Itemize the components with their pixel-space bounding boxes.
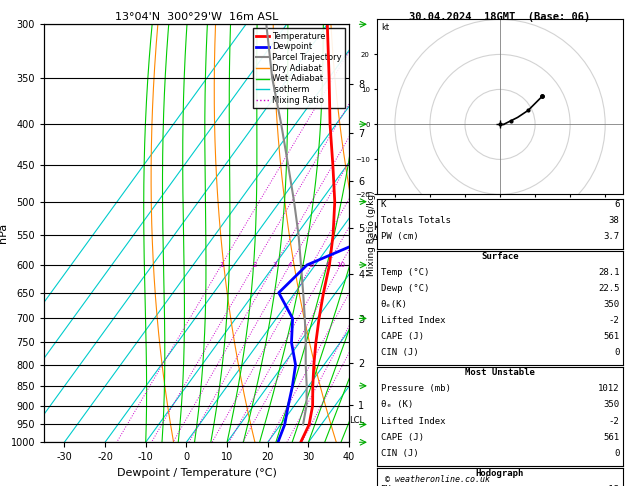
Text: Lifted Index: Lifted Index <box>381 316 445 326</box>
Text: Temp (°C): Temp (°C) <box>381 268 429 278</box>
Text: Pressure (mb): Pressure (mb) <box>381 384 450 394</box>
Text: 561: 561 <box>603 332 620 342</box>
Text: 3: 3 <box>272 262 277 268</box>
Text: © weatheronline.co.uk: © weatheronline.co.uk <box>385 474 489 484</box>
Text: 1012: 1012 <box>598 384 620 394</box>
Text: 30.04.2024  18GMT  (Base: 06): 30.04.2024 18GMT (Base: 06) <box>409 12 591 22</box>
Text: 0: 0 <box>614 449 620 458</box>
Text: Surface: Surface <box>481 252 519 261</box>
Text: CAPE (J): CAPE (J) <box>381 433 423 442</box>
Text: LCL: LCL <box>349 417 364 425</box>
Text: -2: -2 <box>609 417 620 426</box>
Text: Dewp (°C): Dewp (°C) <box>381 284 429 294</box>
Text: 38: 38 <box>609 216 620 226</box>
Text: 6: 6 <box>614 200 620 209</box>
Text: 0: 0 <box>614 348 620 358</box>
Text: 2: 2 <box>252 262 257 268</box>
X-axis label: Dewpoint / Temperature (°C): Dewpoint / Temperature (°C) <box>116 468 277 478</box>
Text: CIN (J): CIN (J) <box>381 449 418 458</box>
Text: -13: -13 <box>603 485 620 486</box>
Text: 22.5: 22.5 <box>598 284 620 294</box>
Text: Totals Totals: Totals Totals <box>381 216 450 226</box>
Text: 8: 8 <box>325 262 330 268</box>
Text: 1: 1 <box>219 262 224 268</box>
Text: 561: 561 <box>603 433 620 442</box>
Text: Hodograph: Hodograph <box>476 469 524 478</box>
Text: K: K <box>381 200 386 209</box>
Text: CAPE (J): CAPE (J) <box>381 332 423 342</box>
Title: 13°04'N  300°29'W  16m ASL: 13°04'N 300°29'W 16m ASL <box>115 12 278 22</box>
Text: kt: kt <box>381 23 389 32</box>
Text: CIN (J): CIN (J) <box>381 348 418 358</box>
Text: PW (cm): PW (cm) <box>381 232 418 242</box>
Text: 350: 350 <box>603 300 620 310</box>
Y-axis label: km
ASL: km ASL <box>372 223 390 244</box>
Text: 28.1: 28.1 <box>598 268 620 278</box>
Text: θₑ(K): θₑ(K) <box>381 300 408 310</box>
Text: EH: EH <box>381 485 391 486</box>
Y-axis label: hPa: hPa <box>0 223 8 243</box>
Text: 4: 4 <box>287 262 292 268</box>
Legend: Temperature, Dewpoint, Parcel Trajectory, Dry Adiabat, Wet Adiabat, Isotherm, Mi: Temperature, Dewpoint, Parcel Trajectory… <box>253 29 345 108</box>
Text: θₑ (K): θₑ (K) <box>381 400 413 410</box>
Text: -2: -2 <box>609 316 620 326</box>
Text: Most Unstable: Most Unstable <box>465 368 535 378</box>
Text: 10: 10 <box>336 262 345 268</box>
Text: 350: 350 <box>603 400 620 410</box>
Text: 6: 6 <box>309 262 314 268</box>
Text: 3.7: 3.7 <box>603 232 620 242</box>
Text: Lifted Index: Lifted Index <box>381 417 445 426</box>
Text: Mixing Ratio (g/kg): Mixing Ratio (g/kg) <box>367 191 376 276</box>
